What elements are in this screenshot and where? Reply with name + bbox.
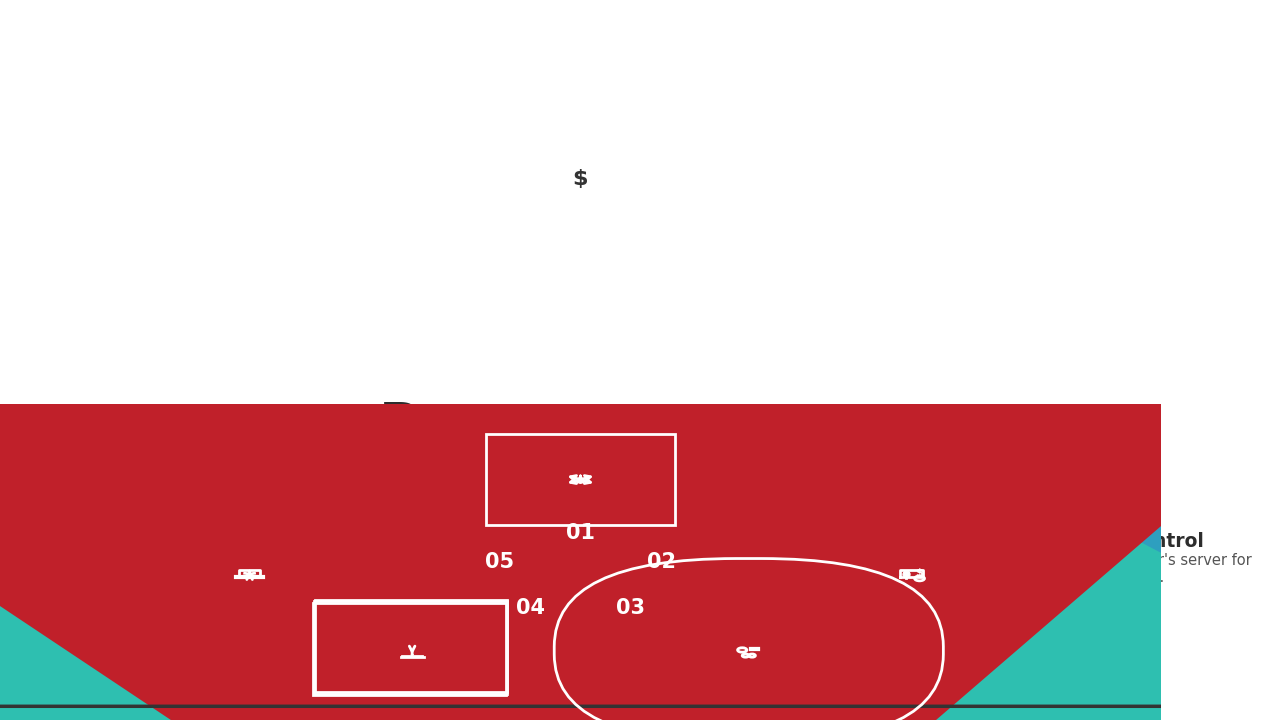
Circle shape xyxy=(704,629,794,672)
Text: Distribution: Distribution xyxy=(714,474,841,494)
Text: Ransomware: Ransomware xyxy=(379,400,782,454)
Text: 05: 05 xyxy=(485,552,515,572)
Polygon shape xyxy=(0,217,1088,720)
Circle shape xyxy=(375,633,449,668)
Polygon shape xyxy=(0,181,1280,720)
Text: 04: 04 xyxy=(516,598,545,618)
Text: Stages of a Ransomware Attack: Stages of a Ransomware Attack xyxy=(393,433,768,457)
Circle shape xyxy=(524,546,637,603)
Text: 03: 03 xyxy=(616,598,645,618)
Circle shape xyxy=(867,553,956,596)
Text: Attacker exfiltrates, encrypts local
files for use as ransom.: Attacker exfiltrates, encrypts local fil… xyxy=(160,625,412,657)
Text: Deployment: Deployment xyxy=(215,522,343,541)
Text: Command and Control: Command and Control xyxy=(969,532,1204,551)
Text: Ransomware links to actor's server for
command post-infiltration.: Ransomware links to actor's server for c… xyxy=(969,553,1252,585)
Circle shape xyxy=(536,458,625,501)
Circle shape xyxy=(712,633,786,668)
Wedge shape xyxy=(580,583,677,624)
Text: 01: 01 xyxy=(566,523,595,544)
Text: demanded to release or decrypt
the files back to the business.: demanded to release or decrypt the files… xyxy=(106,544,343,576)
Text: Data Collection &
Exfiltration: Data Collection & Exfiltration xyxy=(228,588,412,628)
Text: Credential Access: Credential Access xyxy=(877,598,1065,617)
Text: $: $ xyxy=(915,568,923,578)
Text: $: $ xyxy=(572,169,589,189)
Circle shape xyxy=(544,462,617,498)
Text: Malware steals credentials, accessing
more network accounts during the
attack.: Malware steals credentials, accessing mo… xyxy=(877,618,1153,669)
Polygon shape xyxy=(37,230,1280,720)
Wedge shape xyxy=(479,535,545,590)
Text: 02: 02 xyxy=(646,552,676,572)
Wedge shape xyxy=(614,535,682,590)
Circle shape xyxy=(212,557,287,592)
Circle shape xyxy=(367,629,457,672)
Circle shape xyxy=(205,553,294,596)
Circle shape xyxy=(874,557,948,592)
Polygon shape xyxy=(0,78,1280,720)
Wedge shape xyxy=(521,526,640,552)
Wedge shape xyxy=(484,583,580,624)
Text: Method of distributing the attack,
such as a phishing email.: Method of distributing the attack, such … xyxy=(714,495,960,528)
